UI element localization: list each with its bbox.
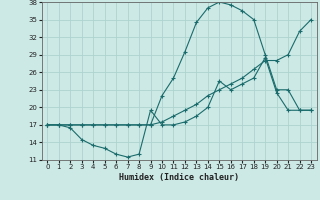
X-axis label: Humidex (Indice chaleur): Humidex (Indice chaleur) <box>119 173 239 182</box>
